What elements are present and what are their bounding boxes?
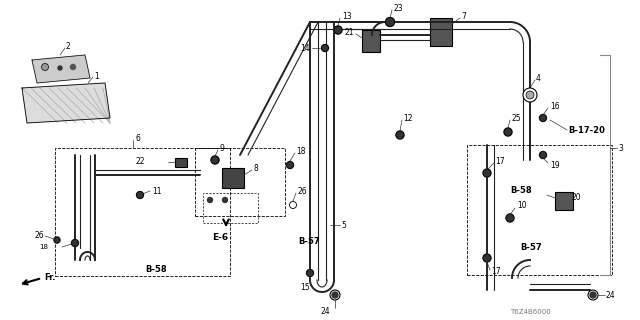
Circle shape <box>321 44 328 52</box>
Text: 6: 6 <box>135 133 140 142</box>
Bar <box>467 145 612 275</box>
Bar <box>222 168 244 188</box>
Text: 11: 11 <box>152 187 161 196</box>
Circle shape <box>289 202 296 209</box>
Circle shape <box>483 254 491 262</box>
Bar <box>430 18 452 46</box>
Text: 17: 17 <box>491 268 500 276</box>
Text: 22: 22 <box>136 156 145 165</box>
Circle shape <box>396 131 404 139</box>
Circle shape <box>307 269 314 276</box>
Text: 23: 23 <box>393 4 403 12</box>
Text: 26: 26 <box>35 230 44 239</box>
Text: 1: 1 <box>94 71 99 81</box>
Circle shape <box>590 292 596 298</box>
Circle shape <box>42 63 49 70</box>
Text: 16: 16 <box>550 101 559 110</box>
Text: E-6: E-6 <box>212 233 228 242</box>
Text: 2: 2 <box>66 42 71 51</box>
Polygon shape <box>32 55 90 83</box>
Text: 18: 18 <box>296 147 305 156</box>
Circle shape <box>70 65 76 69</box>
Circle shape <box>290 202 296 208</box>
Circle shape <box>54 237 60 243</box>
Circle shape <box>483 169 491 177</box>
Bar <box>175 158 187 167</box>
Circle shape <box>385 18 394 27</box>
Text: B-58: B-58 <box>145 266 166 275</box>
Circle shape <box>207 197 212 203</box>
Text: 26: 26 <box>297 187 307 196</box>
Text: B-57: B-57 <box>298 237 319 246</box>
Text: 17: 17 <box>495 156 504 165</box>
Circle shape <box>223 197 227 203</box>
Text: 5: 5 <box>341 220 346 229</box>
Circle shape <box>136 191 143 198</box>
Circle shape <box>504 128 512 136</box>
Text: 24: 24 <box>606 291 616 300</box>
Text: 25: 25 <box>512 114 522 123</box>
Circle shape <box>332 292 338 298</box>
Circle shape <box>588 290 598 300</box>
Text: 15: 15 <box>300 284 310 292</box>
Text: 12: 12 <box>403 114 413 123</box>
Text: 20: 20 <box>572 194 582 203</box>
Bar <box>55 148 230 276</box>
Text: 13: 13 <box>342 12 351 20</box>
Polygon shape <box>22 83 110 123</box>
Text: B-57: B-57 <box>520 243 541 252</box>
Circle shape <box>540 115 547 122</box>
Circle shape <box>72 239 79 246</box>
Text: Fr.: Fr. <box>44 274 56 283</box>
Circle shape <box>211 156 219 164</box>
Text: 21: 21 <box>344 28 354 36</box>
Text: 4: 4 <box>536 74 541 83</box>
Text: T6Z4B6000: T6Z4B6000 <box>509 309 550 315</box>
Bar <box>203 193 258 223</box>
Text: 8: 8 <box>253 164 258 172</box>
Bar <box>362 30 380 52</box>
Text: 10: 10 <box>517 202 527 211</box>
Text: B-17-20: B-17-20 <box>568 125 605 134</box>
Text: 9: 9 <box>220 143 225 153</box>
Bar <box>555 192 573 210</box>
Text: 7: 7 <box>461 12 466 20</box>
Circle shape <box>334 26 342 34</box>
Text: 14: 14 <box>300 44 310 52</box>
Bar <box>195 148 285 216</box>
Text: B-58: B-58 <box>510 186 532 195</box>
Circle shape <box>506 214 514 222</box>
Text: 18: 18 <box>39 244 48 250</box>
Text: 19: 19 <box>550 161 559 170</box>
Circle shape <box>526 91 534 99</box>
Circle shape <box>523 88 537 102</box>
Text: 24: 24 <box>320 308 330 316</box>
Circle shape <box>524 89 536 101</box>
Circle shape <box>287 162 294 169</box>
Circle shape <box>330 290 340 300</box>
Circle shape <box>540 151 547 158</box>
Text: 3: 3 <box>618 143 623 153</box>
Circle shape <box>58 66 62 70</box>
